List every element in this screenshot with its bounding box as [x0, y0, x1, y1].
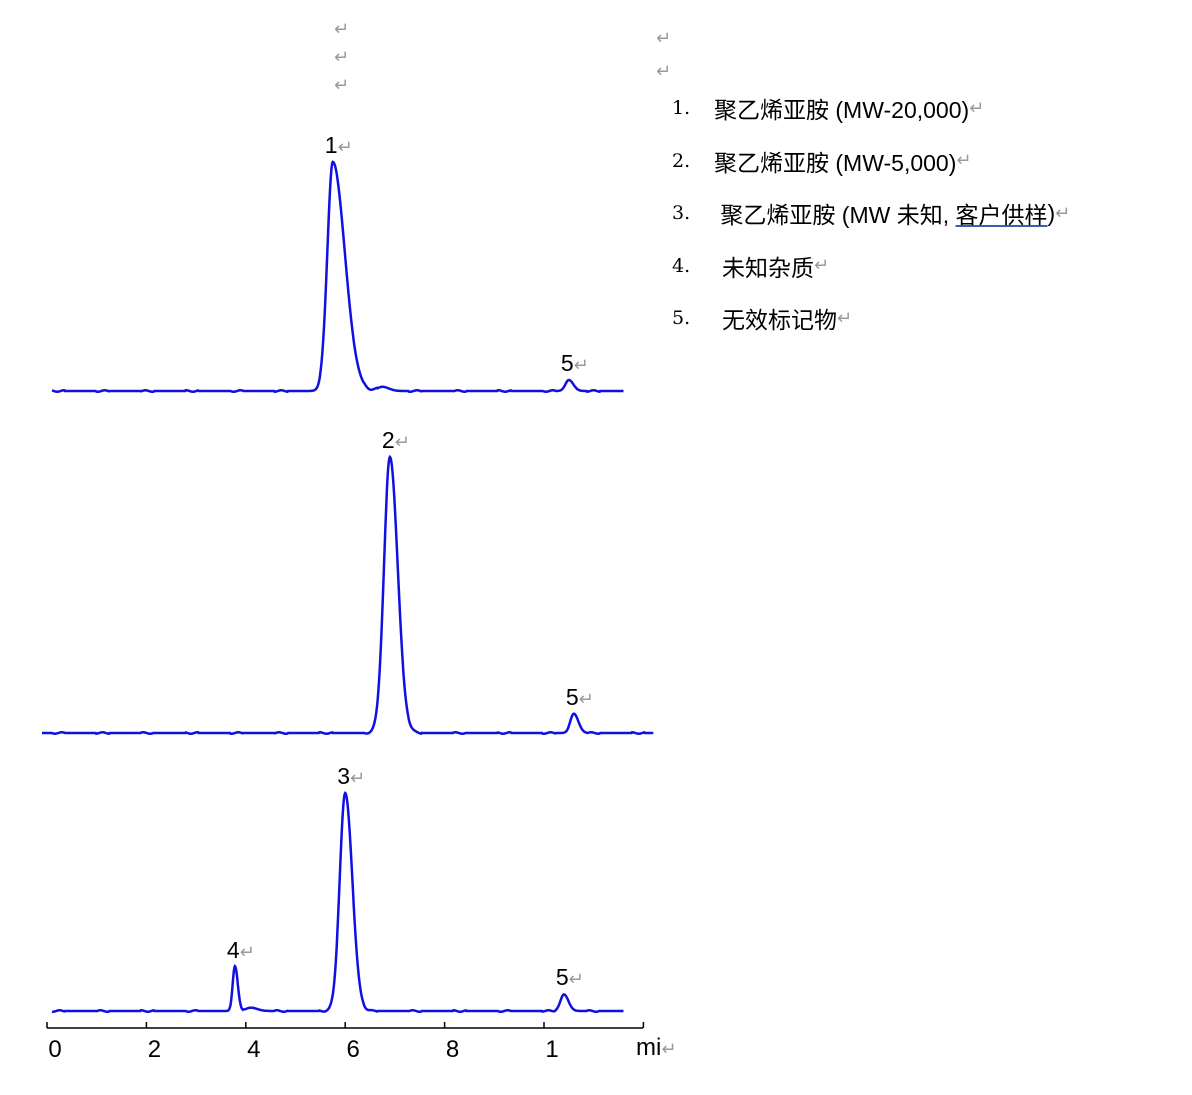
peak-number: 3	[337, 762, 350, 789]
legend-num: 5.	[672, 307, 691, 330]
paragraph-mark: ↵	[578, 688, 594, 710]
chromatogram-trace	[42, 454, 654, 736]
paragraph-mark: ↵	[837, 307, 853, 329]
peak-number: 2	[381, 427, 395, 453]
paragraph-mark: ↵	[334, 75, 350, 96]
legend-text: 未知杂质	[722, 254, 814, 281]
peak-label: 3↵	[337, 763, 365, 790]
legend-text-underlined: 客户供样	[955, 202, 1048, 229]
peak-legend: 1. 聚乙烯亚胺 (MW-20,000) ↵ 2. 聚乙烯亚胺 (MW-5,000) ↵…	[672, 82, 1070, 345]
peak-label: 5↵	[561, 350, 589, 377]
paragraph-mark: ↵	[349, 767, 366, 789]
empty-paragraphs: ↵ ↵	[656, 22, 671, 88]
paragraph-mark: ↵	[656, 28, 672, 49]
peak-number: 1	[324, 131, 338, 158]
peak-label: 1↵	[325, 132, 353, 159]
x-tick-label: 2	[148, 1036, 161, 1063]
x-tick-label: 0	[48, 1036, 61, 1063]
x-tick-label: 8	[446, 1036, 459, 1063]
legend-text: 聚乙烯亚胺 (MW-20,000)	[714, 97, 970, 124]
paragraph-mark: ↵	[661, 1039, 677, 1060]
legend-num: 3.	[672, 202, 691, 225]
paragraph-mark: ↵	[394, 432, 410, 453]
legend-item: 1. 聚乙烯亚胺 (MW-20,000) ↵	[672, 82, 1070, 135]
legend-text: 无效标记物	[722, 307, 837, 334]
empty-paragraphs: ↵ ↵ ↵	[334, 16, 349, 100]
paragraph-mark: ↵	[337, 136, 353, 158]
peak-label: 2↵	[382, 427, 410, 454]
x-tick-label: 4	[247, 1036, 260, 1063]
peak-number: 5	[555, 964, 569, 991]
peak-number: 5	[560, 349, 574, 376]
legend-num: 4.	[672, 254, 691, 277]
peak-label: 5↵	[566, 684, 594, 711]
legend-item: 5. 无效标记物 ↵	[672, 292, 1070, 345]
legend-text: 聚乙烯亚胺 (MW 未知,	[714, 202, 956, 229]
x-tick-label: 6	[347, 1036, 360, 1063]
paragraph-mark: ↵	[334, 47, 350, 68]
paragraph-mark: ↵	[1055, 202, 1071, 224]
paragraph-mark: ↵	[814, 255, 830, 277]
x-tick-label: 1	[545, 1036, 558, 1063]
peak-label: 5↵	[556, 964, 584, 991]
legend-num: 1.	[672, 97, 691, 120]
paragraph-mark: ↵	[334, 19, 350, 40]
legend-num: 2.	[672, 149, 691, 172]
legend-item: 2. 聚乙烯亚胺 (MW-5,000) ↵	[672, 135, 1070, 188]
chromatogram-trace	[51, 790, 624, 1013]
x-axis-label: mi↵	[636, 1034, 676, 1062]
chromatogram-trace	[51, 160, 624, 394]
peak-label: 4↵	[227, 937, 255, 964]
legend-text: )	[1047, 199, 1056, 226]
paragraph-mark: ↵	[568, 969, 584, 991]
peak-number: 4	[226, 936, 240, 963]
legend-text: 聚乙烯亚胺 (MW-5,000)	[714, 149, 957, 176]
paragraph-mark: ↵	[956, 150, 972, 172]
paragraph-mark: ↵	[969, 97, 985, 119]
legend-item: 4. 未知杂质 ↵	[672, 240, 1070, 293]
peak-number: 5	[565, 683, 579, 710]
paragraph-mark: ↵	[239, 941, 255, 963]
x-axis-label-text: mi	[636, 1034, 662, 1061]
legend-item: 3. 聚乙烯亚胺 (MW 未知, 客户供样) ↵	[672, 187, 1070, 240]
paragraph-mark: ↵	[656, 61, 672, 82]
paragraph-mark: ↵	[573, 354, 589, 376]
